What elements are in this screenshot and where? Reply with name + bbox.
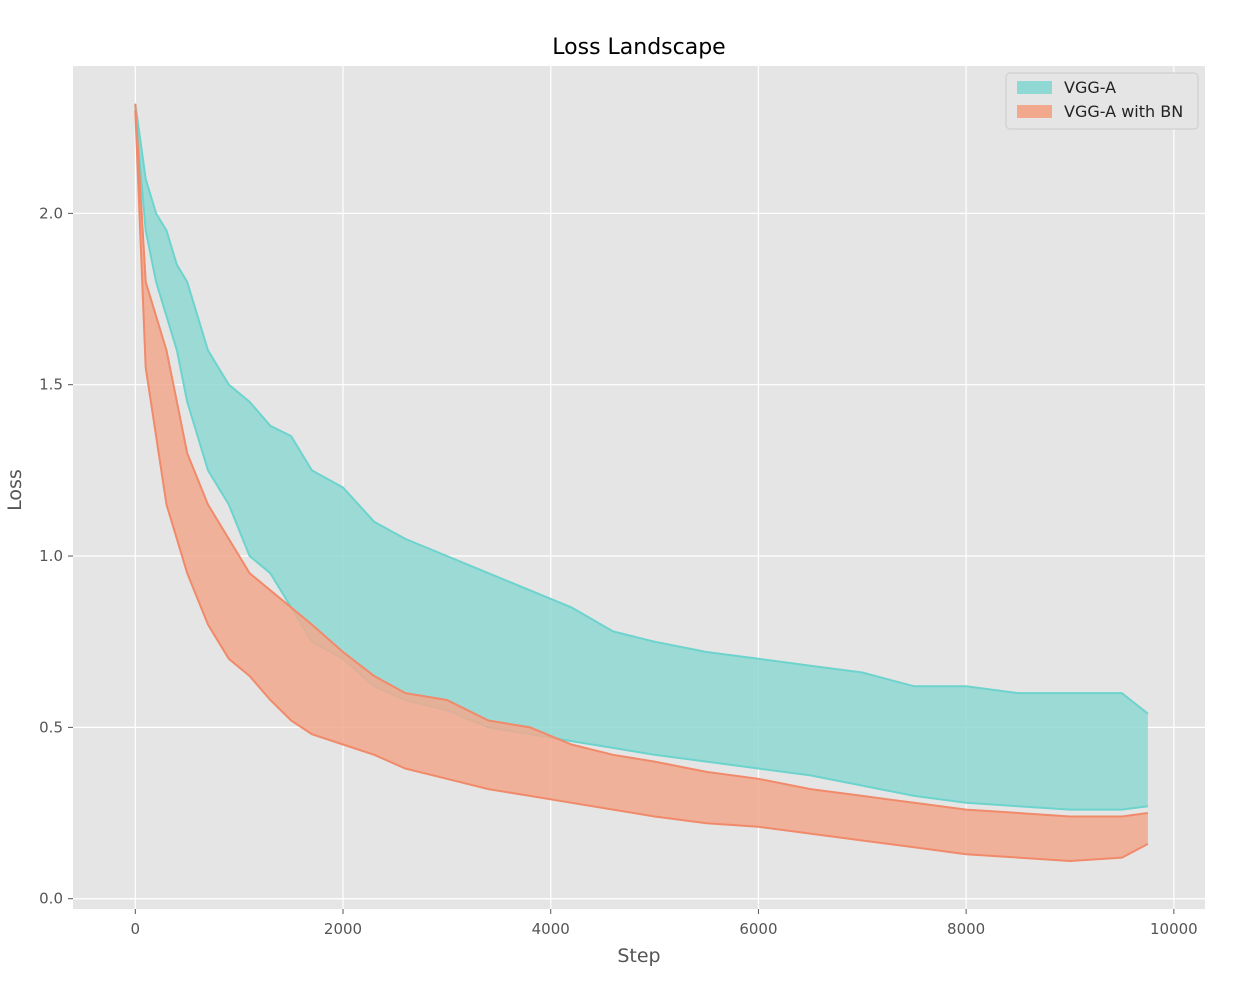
- legend-swatch-vgg-a: [1017, 81, 1052, 94]
- legend-label-vgg-a-bn: VGG-A with BN: [1064, 102, 1183, 121]
- y-tick-label: 1.5: [39, 376, 63, 394]
- upper-line-vgg-a: [134, 103, 1149, 715]
- legend-label-vgg-a: VGG-A: [1064, 78, 1116, 97]
- upper-line-vgg-a-bn: [134, 103, 1149, 818]
- legend: VGG-A VGG-A with BN: [1005, 72, 1199, 130]
- y-tick-label: 0.5: [39, 718, 63, 736]
- x-tick-label: 6000: [739, 920, 777, 938]
- y-tick-label: 2.0: [39, 204, 63, 222]
- x-ticks: 0 2000 4000 6000 8000 10000: [131, 909, 1198, 938]
- x-tick-label: 10000: [1150, 920, 1198, 938]
- x-tick-label: 8000: [947, 920, 985, 938]
- x-tick-label: 2000: [324, 920, 362, 938]
- chart-title: Loss Landscape: [552, 35, 725, 60]
- y-ticks: 0.0 0.5 1.0 1.5 2.0: [39, 204, 73, 908]
- series-areas: [134, 103, 1149, 863]
- x-tick-label: 0: [131, 920, 141, 938]
- lower-line-vgg-a-bn: [134, 110, 1149, 863]
- legend-box: [1005, 72, 1199, 130]
- x-tick-label: 4000: [532, 920, 570, 938]
- y-axis-label: Loss: [4, 469, 26, 511]
- area-vgg-a: [135, 103, 1148, 810]
- y-tick-label: 0.0: [39, 890, 63, 908]
- legend-swatch-vgg-a-bn: [1017, 105, 1052, 118]
- x-axis-label: Step: [617, 945, 660, 967]
- y-tick-label: 1.0: [39, 547, 63, 565]
